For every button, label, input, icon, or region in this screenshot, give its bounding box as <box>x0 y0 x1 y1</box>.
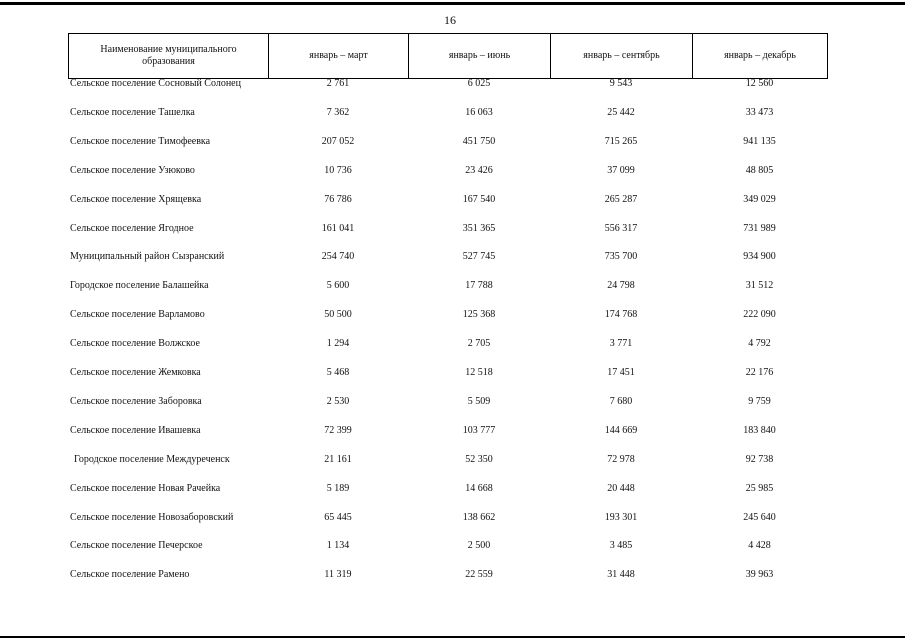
value-cell: 9 759 <box>748 395 771 407</box>
value-cell: 22 176 <box>745 367 774 378</box>
value-cell: 31 512 <box>745 280 774 292</box>
value-cell: 2 530 <box>326 395 350 407</box>
value-cell: 31 448 <box>607 569 635 581</box>
value-cell: 103 777 <box>462 424 496 436</box>
row-label: Сельское поселение Новозаборовский <box>70 511 234 523</box>
value-cell: 715 265 <box>604 135 638 147</box>
value-cell: 7 680 <box>609 395 633 407</box>
value-cell: 2 705 <box>467 338 491 350</box>
value-cell: 5 600 <box>326 280 350 292</box>
value-cell: 735 700 <box>604 251 638 263</box>
value-cell: 22 559 <box>465 569 493 581</box>
value-cell: 4 792 <box>748 338 771 350</box>
top-rule <box>0 2 905 5</box>
value-cell: 5 509 <box>467 395 491 407</box>
value-cell: 65 445 <box>324 511 352 523</box>
value-cell: 3 485 <box>609 540 633 552</box>
value-cell: 37 099 <box>607 164 635 176</box>
value-cell: 17 451 <box>607 367 635 378</box>
value-cell: 50 500 <box>324 309 352 321</box>
value-cell: 1 134 <box>326 540 350 552</box>
row-label: Сельское поселение Сосновый Солонец <box>70 78 241 89</box>
header-cell: январь – декабрь <box>692 33 828 79</box>
value-cell: 11 319 <box>324 569 352 581</box>
value-cell: 10 736 <box>324 164 352 176</box>
value-cell: 23 426 <box>465 164 493 176</box>
value-cell: 1 294 <box>326 338 350 350</box>
value-cell: 14 668 <box>465 482 493 494</box>
header-cell: январь – сентябрь <box>550 33 693 79</box>
value-cell: 167 540 <box>462 193 496 205</box>
value-cell: 451 750 <box>462 135 496 147</box>
value-cell: 24 798 <box>607 280 635 292</box>
row-label: Сельское поселение Волжское <box>70 338 200 350</box>
value-cell: 25 985 <box>745 482 774 494</box>
value-cell: 9 543 <box>609 78 633 89</box>
row-label: Сельское поселение Печерское <box>70 540 203 552</box>
value-cell: 20 448 <box>607 482 635 494</box>
value-cell: 174 768 <box>604 309 638 321</box>
value-cell: 92 738 <box>745 453 774 465</box>
value-cell: 265 287 <box>604 193 638 205</box>
value-cell: 254 740 <box>321 251 355 263</box>
row-label: Сельское поселение Ивашевка <box>70 424 201 436</box>
value-cell: 33 473 <box>745 106 774 118</box>
value-cell: 125 368 <box>462 309 496 321</box>
value-cell: 161 041 <box>321 222 355 234</box>
value-cell: 207 052 <box>321 135 355 147</box>
value-cell: 5 189 <box>326 482 350 494</box>
value-cell: 5 468 <box>326 367 350 378</box>
row-label: Сельское поселение Рамено <box>70 569 190 581</box>
value-cell: 3 771 <box>609 338 633 350</box>
value-cell: 349 029 <box>743 193 776 205</box>
header-cell: январь – март <box>268 33 409 79</box>
value-cell: 72 978 <box>607 453 635 465</box>
value-cell: 245 640 <box>743 511 776 523</box>
value-cell: 2 500 <box>467 540 491 552</box>
value-cell: 25 442 <box>607 106 635 118</box>
header-cell: январь – июнь <box>408 33 551 79</box>
row-label: Сельское поселение Варламово <box>70 309 205 321</box>
value-cell: 527 745 <box>462 251 496 263</box>
row-label: Городское поселение Балашейка <box>70 280 209 292</box>
value-cell: 934 900 <box>743 251 776 263</box>
header-cell: Наименование муниципального образования <box>68 33 269 79</box>
row-label: Сельское поселение Жемковка <box>70 367 201 378</box>
value-cell: 48 805 <box>745 164 774 176</box>
value-cell: 6 025 <box>467 78 491 89</box>
value-cell: 193 301 <box>604 511 638 523</box>
value-cell: 12 560 <box>745 78 774 89</box>
page-number: 16 <box>444 13 456 27</box>
value-cell: 52 350 <box>465 453 493 465</box>
row-label: Сельское поселение Хрящевка <box>70 193 202 205</box>
value-cell: 17 788 <box>465 280 493 292</box>
value-cell: 138 662 <box>462 511 496 523</box>
value-cell: 76 786 <box>324 193 352 205</box>
value-cell: 4 428 <box>748 540 771 552</box>
value-cell: 2 761 <box>326 78 350 89</box>
row-label: Сельское поселение Ягодное <box>70 222 194 234</box>
value-cell: 731 989 <box>743 222 776 234</box>
row-label: Сельское поселение Узюково <box>70 164 195 176</box>
row-label: Сельское поселение Тимофеевка <box>70 135 211 147</box>
row-label: Городское поселение Междуреченск <box>74 453 230 465</box>
bottom-rule <box>0 636 905 638</box>
row-label: Сельское поселение Ташелка <box>70 106 195 118</box>
value-cell: 222 090 <box>743 309 776 321</box>
value-cell: 7 362 <box>326 106 350 118</box>
value-cell: 12 518 <box>465 367 493 378</box>
value-cell: 144 669 <box>604 424 638 436</box>
value-cell: 72 399 <box>324 424 352 436</box>
value-cell: 21 161 <box>324 453 352 465</box>
row-label: Муниципальный район Сызранский <box>70 251 225 263</box>
value-cell: 183 840 <box>743 424 776 436</box>
value-cell: 39 963 <box>745 569 774 581</box>
value-cell: 941 135 <box>743 135 776 147</box>
value-cell: 16 063 <box>465 106 493 118</box>
value-cell: 351 365 <box>462 222 496 234</box>
row-label: Сельское поселение Новая Рачейка <box>70 482 221 494</box>
value-cell: 556 317 <box>604 222 638 234</box>
row-label: Сельское поселение Заборовка <box>70 395 202 407</box>
